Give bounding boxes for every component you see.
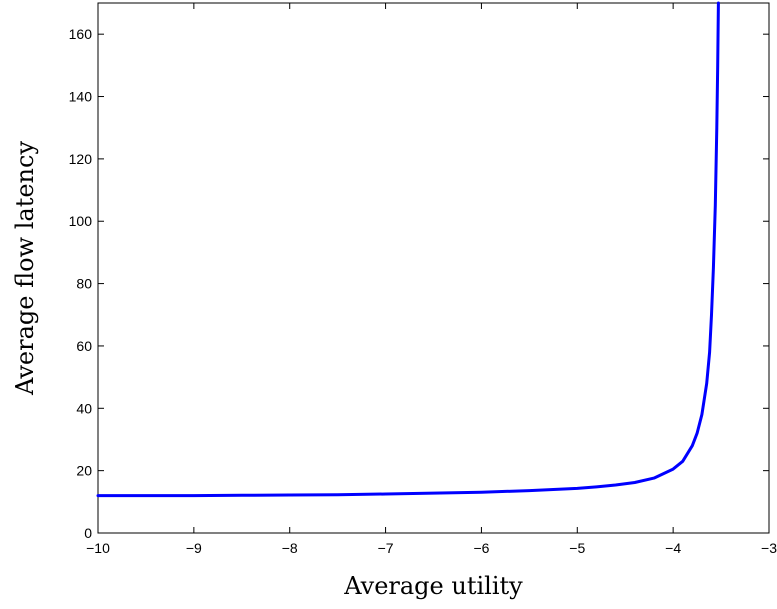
- x-tick-label: −7: [378, 540, 394, 556]
- x-axis: −10 −9 −8 −7 −6 −5 −4 −3: [86, 3, 777, 556]
- y-tick-label: 100: [69, 213, 93, 229]
- x-tick-label: −5: [569, 540, 585, 556]
- x-tick-label: −9: [186, 540, 202, 556]
- y-tick-label: 80: [76, 276, 92, 292]
- x-tick-label: −3: [761, 540, 777, 556]
- series-line-0: [96, 1, 720, 498]
- x-tick-label: −6: [473, 540, 489, 556]
- x-axis-title: Average utility: [343, 572, 523, 600]
- plot-frame: [97, 2, 770, 534]
- y-tick-label: 120: [69, 151, 93, 167]
- y-tick-label: 20: [76, 463, 92, 479]
- y-tick-label: 160: [69, 26, 93, 42]
- x-tick-label: −4: [665, 540, 681, 556]
- y-tick-label: 40: [76, 400, 92, 416]
- series-layer: [96, 1, 720, 498]
- x-tick-label: −8: [282, 540, 298, 556]
- y-tick-label: 140: [69, 89, 93, 105]
- x-tick-label: −10: [86, 540, 110, 556]
- y-tick-label: 60: [76, 338, 92, 354]
- y-axis-title: Average flow latency: [11, 141, 39, 396]
- y-tick-label: 0: [84, 525, 92, 541]
- y-axis: 0 20 40 60 80 100 120 140 160: [69, 26, 769, 541]
- plot-area: [97, 2, 770, 534]
